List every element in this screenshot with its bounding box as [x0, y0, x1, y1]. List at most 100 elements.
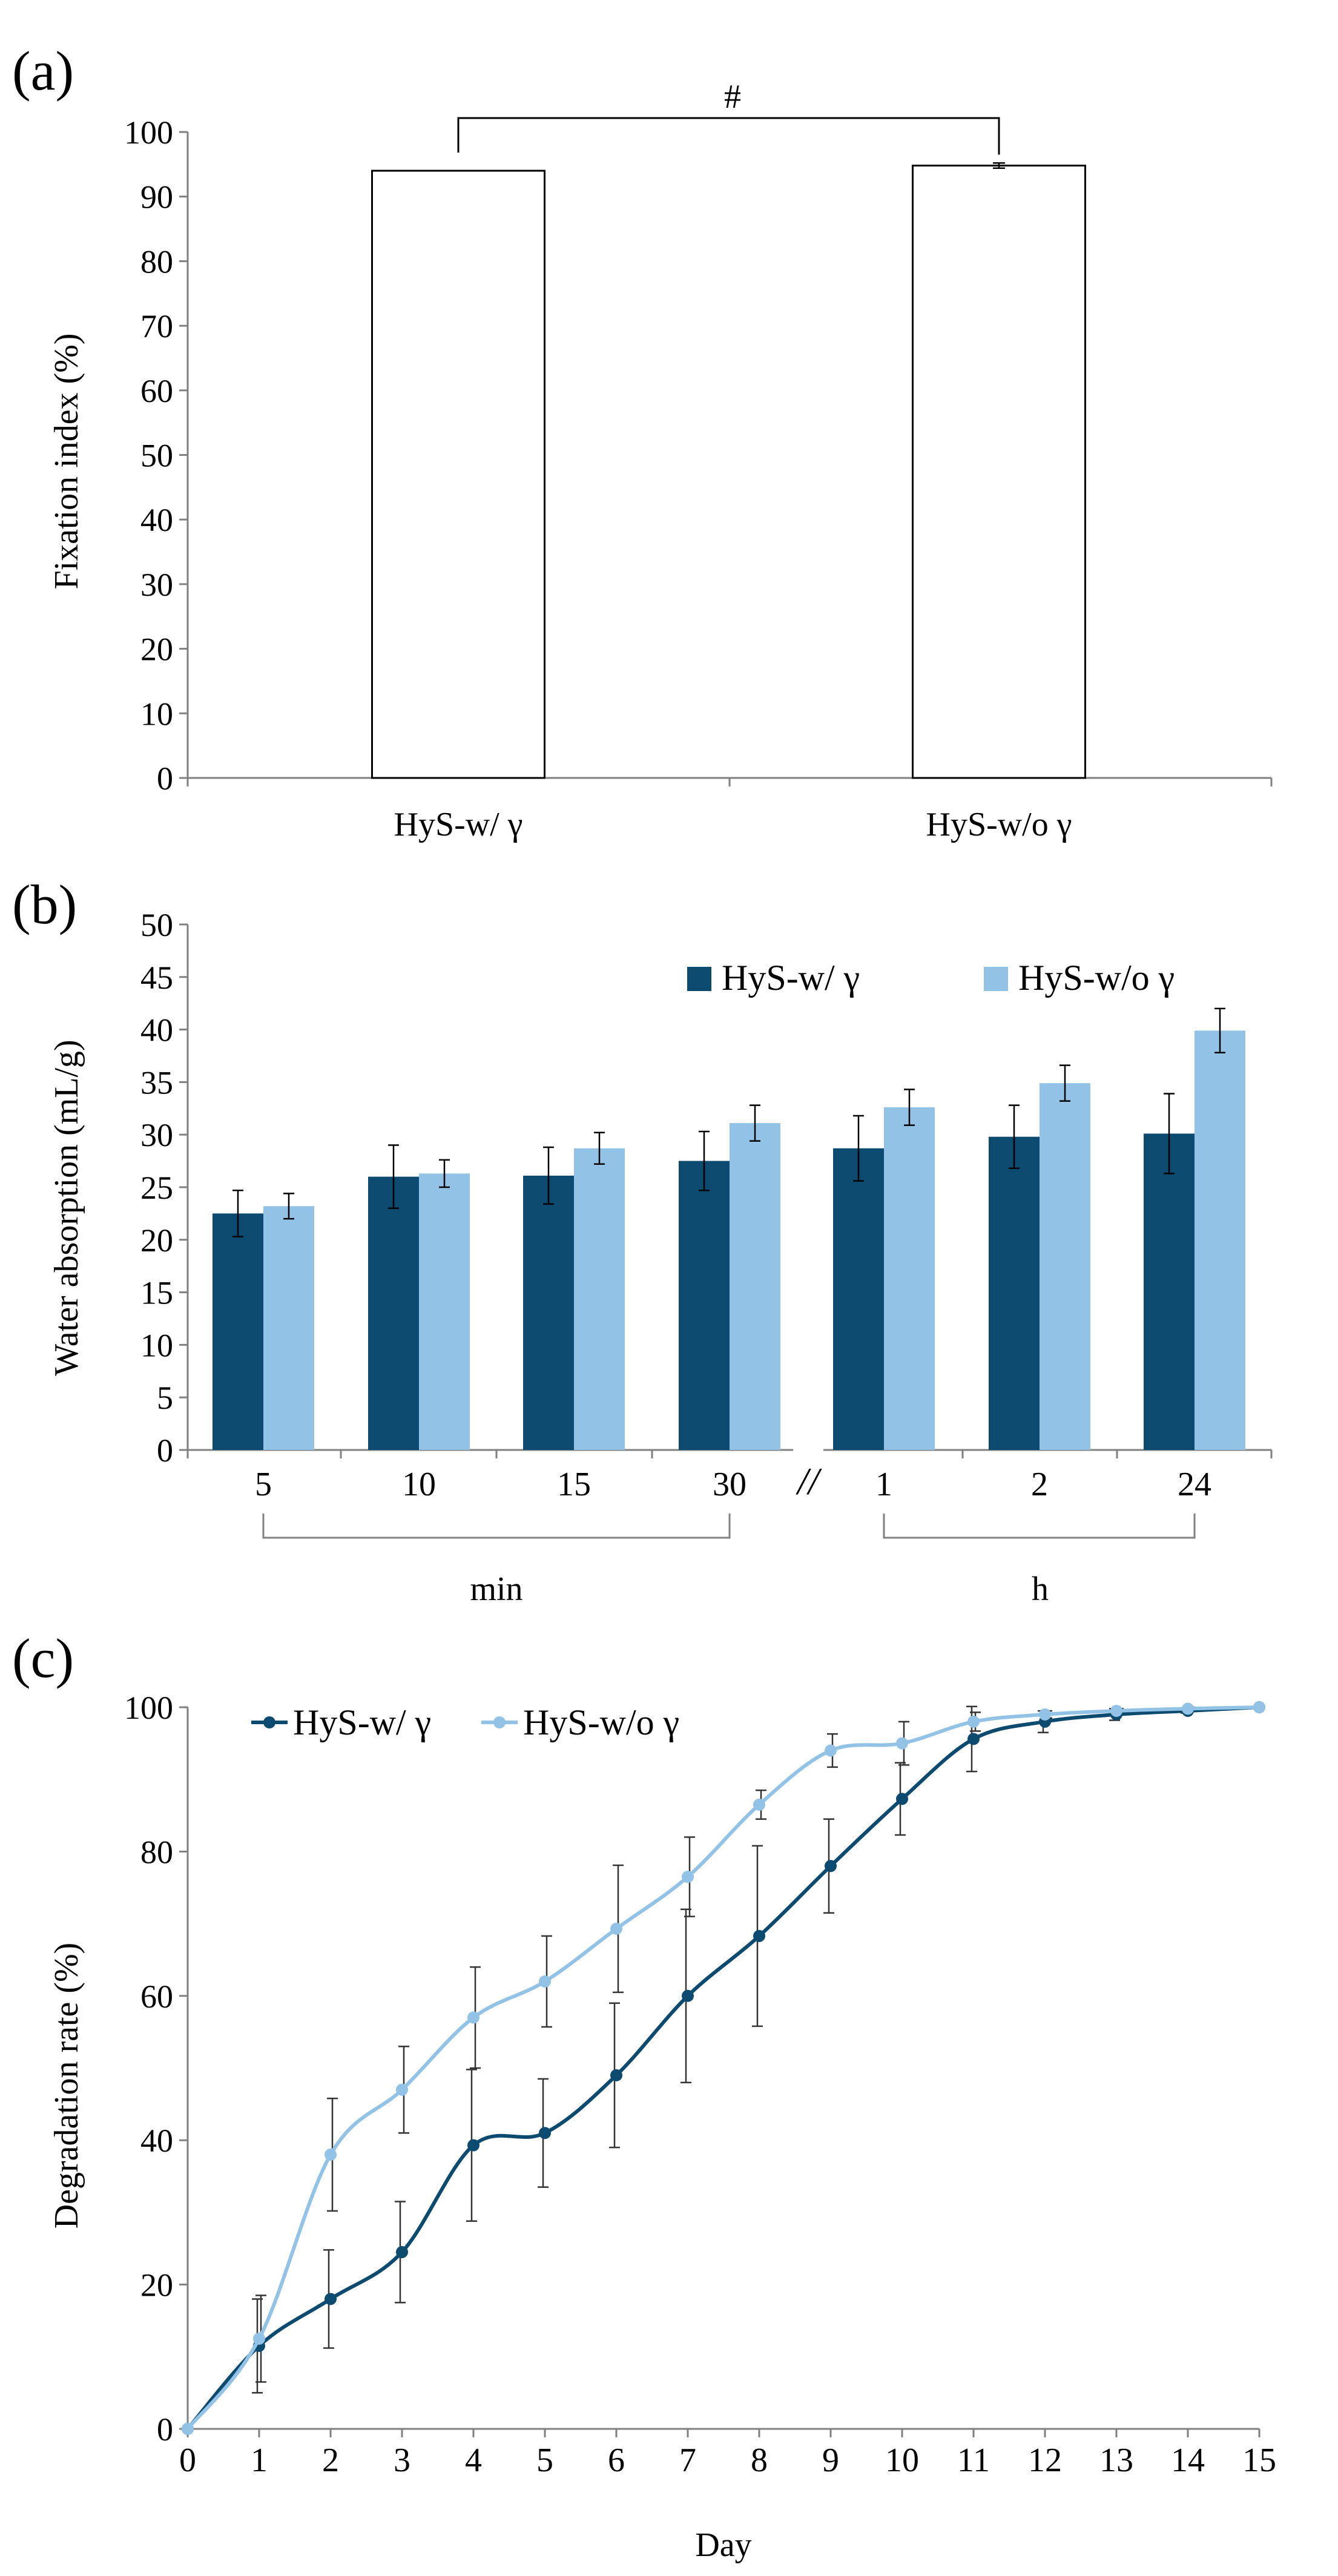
panel-c-series-without-gamma-point	[1182, 1702, 1194, 1715]
panel-b-y-tick-label: 50	[140, 907, 173, 943]
panel-b-bar-without-gamma	[730, 1123, 780, 1450]
panel-b-bar-with-gamma	[989, 1136, 1040, 1450]
panel-c-x-tick-label: 13	[1099, 2442, 1133, 2479]
panel-c-legend-marker-without	[493, 1716, 506, 1728]
panel-c-series-with-gamma-point	[896, 1793, 908, 1805]
panel-a-y-tick-label: 0	[157, 760, 173, 797]
panel-b-y-tick-label: 15	[140, 1275, 173, 1311]
panel-c-series-without-gamma-point	[467, 2011, 480, 2024]
panel-b: (b) 0 5 10 15 20 25 30 35 40 45 50 5 10 15 30 1 2 24 Wate…	[12, 874, 1273, 1608]
panel-c-x-tick-label: 14	[1171, 2442, 1205, 2479]
panel-b-x-tick-label: 15	[557, 1466, 591, 1503]
panel-b-bar-with-gamma	[1144, 1133, 1195, 1450]
panel-a-y-tick-label: 60	[140, 373, 173, 409]
panel-a-bar	[912, 164, 1086, 779]
panel-b-bar-without-gamma	[419, 1173, 470, 1450]
panel-b-x-tick-label: 24	[1178, 1466, 1211, 1503]
panel-a-bar	[371, 170, 545, 779]
panel-b-bar-with-gamma	[213, 1213, 263, 1450]
panel-c-series-with-gamma-point	[539, 2127, 551, 2140]
panel-b-legend-swatch-without	[984, 967, 1008, 991]
panel-c-x-tick-label: 4	[465, 2442, 482, 2479]
panel-b-y-tick-label: 10	[140, 1327, 173, 1363]
panel-a-y-tick-label: 70	[140, 308, 173, 344]
panel-c-series-without-gamma-point	[610, 1922, 622, 1935]
panel-b-group-bracket-h	[883, 1514, 1196, 1539]
panel-c-series-with-gamma-point	[396, 2245, 408, 2258]
panel-a: (a) 0 10 20 30 40 50 60 70 80 90 100 Fixation inde…	[12, 40, 1273, 843]
panel-b-bar-without-gamma	[574, 1148, 625, 1450]
panel-c-series-with-gamma-point	[682, 1989, 694, 2002]
panel-a-marks	[371, 117, 1086, 779]
panel-c-series-without-gamma-point	[539, 1975, 551, 1988]
panel-b-legend-label-with: HyS-w/ γ	[722, 958, 860, 998]
panel-b-y-ticks: 0 5 10 15 20 25 30 35 40 45 50 5 10 15 30 1 2 24	[140, 907, 1273, 1503]
panel-b-legend-label-without: HyS-w/o γ	[1018, 958, 1175, 998]
panel-c-x-tick-label: 2	[322, 2442, 339, 2479]
panel-a-x-label-hys-without: HyS-w/o γ	[926, 806, 1072, 843]
panel-b-y-tick-label: 5	[157, 1380, 173, 1416]
panel-c-series-without-gamma-point	[182, 2423, 194, 2435]
panel-b-marks	[213, 1007, 1245, 1539]
panel-b-group-label-h: h	[1032, 1570, 1049, 1608]
panel-a-y-tick-label: 90	[140, 179, 173, 216]
panel-c-series-without-gamma-point	[396, 2083, 408, 2096]
panel-c-series-without-gamma-point	[825, 1744, 837, 1757]
panel-a-y-tick-label: 30	[140, 567, 173, 603]
panel-c-x-tick-label: 1	[251, 2442, 268, 2479]
panel-c-x-tick-label: 0	[179, 2442, 196, 2479]
panel-c-series-without-gamma-point	[1110, 1704, 1122, 1717]
panel-a-y-label: Fixation index (%)	[48, 333, 85, 589]
panel-c-series-with-gamma-point	[325, 2293, 337, 2305]
panel-a-x-label-hys-with: HyS-w/ γ	[394, 806, 523, 843]
panel-b-group-label-min: min	[470, 1570, 522, 1608]
panel-c-series-without-gamma-point	[896, 1737, 908, 1750]
panel-b-x-tick-label: 10	[402, 1466, 436, 1503]
panel-b-y-tick-label: 35	[140, 1064, 173, 1101]
panel-c-x-tick-label: 3	[394, 2442, 410, 2479]
panel-c-x-tick-label: 5	[536, 2442, 553, 2479]
panel-c-series-with-gamma-point	[753, 1929, 765, 1942]
panel-a-y-tick-label: 40	[140, 502, 173, 538]
panel-c-series-without-gamma-line	[186, 1705, 1260, 2430]
panel-c-x-tick-label: 7	[679, 2442, 696, 2479]
panel-a-significance-mark: #	[724, 78, 741, 116]
panel-c-y-tick-label: 20	[140, 2267, 173, 2304]
panel-b-bar-with-gamma	[523, 1175, 574, 1450]
panel-c-x-tick-label: 8	[751, 2442, 768, 2479]
panel-c-x-label: Day	[695, 2526, 751, 2564]
panel-c-legend-marker-with	[263, 1716, 275, 1728]
panel-c-series-with-gamma-point	[610, 2069, 622, 2081]
panel-c-series-without-gamma-point	[253, 2333, 265, 2345]
panel-b-bar-without-gamma	[263, 1206, 314, 1450]
panel-c-y-tick-label: 40	[140, 2123, 173, 2159]
panel-c-x-tick-label: 6	[608, 2442, 625, 2479]
panel-c-series-without-gamma-point	[967, 1715, 980, 1728]
panel-c-series-without-gamma-point	[1253, 1701, 1265, 1713]
panel-c-x-tick-label: 12	[1028, 2442, 1062, 2479]
panel-b-x-tick-label: 2	[1031, 1466, 1048, 1503]
panel-c-series-without-gamma-point	[753, 1798, 765, 1811]
panel-c-legend-label-without: HyS-w/o γ	[523, 1702, 679, 1742]
panel-b-y-tick-label: 25	[140, 1170, 173, 1206]
panel-b-bar-without-gamma	[1040, 1083, 1090, 1450]
panel-c-series-with-gamma-line	[186, 1705, 1260, 2430]
panel-a-y-tick-label: 100	[124, 114, 173, 151]
panel-c-legend-label-with: HyS-w/ γ	[293, 1702, 431, 1742]
panel-b-label: (b)	[12, 874, 77, 935]
panel-c-series-without-gamma-point	[682, 1871, 694, 1883]
panel-a-y-tick-label: 10	[140, 696, 173, 732]
panel-c-series-with-gamma-point	[967, 1733, 980, 1745]
panel-c-marks	[182, 1701, 1265, 2435]
panel-b-legend-swatch-with	[687, 967, 711, 991]
panel-b-bar-without-gamma	[1195, 1030, 1245, 1450]
panel-b-group-bracket-min	[262, 1514, 731, 1539]
panel-c-series-without-gamma-point	[325, 2149, 337, 2161]
panel-b-y-tick-label: 40	[140, 1012, 173, 1049]
panel-b-x-tick-label: 5	[255, 1466, 272, 1503]
panel-b-x-tick-label: 30	[713, 1466, 746, 1503]
panel-c-y-tick-label: 0	[157, 2411, 173, 2448]
